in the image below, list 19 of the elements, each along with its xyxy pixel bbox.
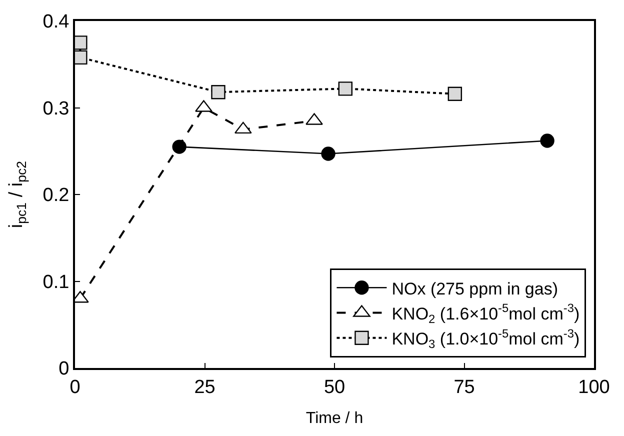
- point: [211, 85, 226, 100]
- y-tick-label: 0: [58, 358, 70, 380]
- x-tick-label: 100: [578, 376, 610, 398]
- y-tick-label: 0.4: [42, 12, 70, 33]
- x-tick-label: 75: [454, 376, 475, 398]
- legend-label: KNO$_{2}$ (1.6×10$^{-5}$mol cm$^{-3}$): [392, 301, 580, 326]
- y-tick-label: 0.3: [42, 98, 70, 120]
- y-tick-label: 0.2: [42, 185, 70, 206]
- legend-label: KNO$_{3}$ (1.0×10$^{-5}$mol cm$^{-3}$): [392, 326, 580, 352]
- point: [540, 134, 554, 148]
- point: [172, 140, 186, 154]
- y-tick-label: 0.1: [42, 272, 70, 293]
- legend-label: NOx (275 ppm in gas): [392, 279, 558, 298]
- x-axis-title: Time / h: [306, 410, 364, 427]
- point: [448, 86, 462, 101]
- point: [338, 82, 352, 96]
- x-tick-label: 25: [194, 376, 216, 398]
- x-tick-label: 50: [324, 376, 346, 398]
- point: [321, 146, 336, 161]
